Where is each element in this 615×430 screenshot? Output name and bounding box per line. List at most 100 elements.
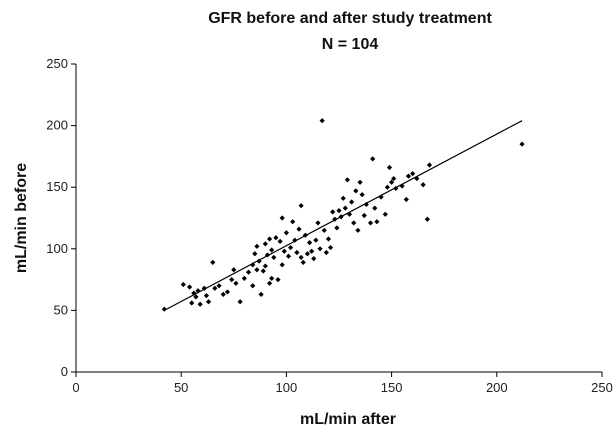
data-point — [161, 306, 167, 312]
data-point — [277, 238, 283, 245]
x-tick-label: 50 — [174, 380, 188, 395]
data-point — [367, 220, 374, 226]
data-point — [405, 173, 412, 179]
data-point — [231, 267, 237, 273]
data-point — [389, 179, 395, 185]
data-point — [319, 118, 325, 124]
data-point — [241, 275, 247, 281]
trend-line — [164, 120, 523, 311]
data-point — [180, 281, 186, 288]
data-point — [361, 212, 367, 219]
data-point — [237, 299, 243, 305]
data-point — [298, 203, 304, 209]
data-point — [258, 291, 264, 297]
data-point — [245, 269, 252, 275]
data-point — [220, 291, 226, 297]
data-point — [290, 219, 296, 225]
data-point — [260, 268, 266, 274]
data-point — [317, 246, 323, 252]
data-point — [309, 248, 315, 254]
x-tick-label: 100 — [276, 380, 298, 395]
data-point — [191, 290, 197, 296]
data-point — [197, 301, 203, 307]
x-tick-label: 0 — [72, 380, 79, 395]
data-point — [269, 247, 275, 253]
data-point — [285, 253, 292, 259]
data-point — [233, 280, 239, 286]
y-axis-label: mL/min before — [13, 163, 30, 273]
y-tick-label: 150 — [46, 179, 68, 194]
data-point — [281, 248, 287, 254]
y-tick-label: 0 — [61, 364, 68, 379]
data-point — [351, 220, 357, 226]
y-tick-label: 200 — [46, 118, 68, 133]
chart-subtitle: N = 104 — [322, 36, 379, 53]
data-point — [342, 205, 348, 211]
data-point — [321, 227, 327, 233]
data-point — [349, 199, 355, 205]
data-point — [254, 243, 260, 249]
data-point — [275, 277, 281, 283]
data-point — [210, 259, 216, 265]
data-point — [252, 251, 258, 257]
data-point — [327, 244, 334, 251]
data-point — [294, 249, 300, 256]
data-point — [382, 211, 388, 217]
y-axis-ticks: 0 50 100 150 200 250 — [46, 56, 76, 379]
data-point — [420, 182, 426, 188]
chart-title: GFR before and after study treatment — [208, 10, 492, 27]
data-point — [212, 285, 218, 291]
data-point — [187, 284, 193, 290]
data-point — [300, 259, 306, 265]
data-point — [193, 294, 199, 300]
data-point — [279, 262, 285, 268]
data-point — [283, 230, 289, 236]
data-point — [224, 289, 231, 295]
data-point — [410, 171, 416, 177]
data-point — [386, 164, 393, 171]
data-point — [288, 244, 294, 251]
data-point — [250, 262, 256, 268]
data-point — [336, 208, 342, 214]
data-point — [414, 175, 420, 182]
data-point — [298, 254, 304, 261]
data-point — [189, 300, 195, 306]
data-point — [266, 280, 273, 286]
data-point — [325, 236, 332, 242]
x-tick-label: 250 — [591, 380, 613, 395]
data-point — [340, 195, 346, 201]
data-point — [250, 283, 256, 289]
x-axis-label: mL/min after — [300, 411, 396, 428]
data-point — [205, 299, 212, 305]
x-tick-label: 200 — [486, 380, 508, 395]
data-point — [216, 283, 222, 289]
data-point — [229, 277, 235, 283]
data-point — [426, 162, 433, 168]
data-point — [262, 241, 268, 247]
data-point — [363, 201, 369, 208]
data-point — [203, 293, 210, 299]
data-point — [269, 275, 275, 281]
data-point — [370, 156, 376, 162]
data-point — [273, 235, 279, 241]
data-point — [403, 196, 409, 203]
data-point — [330, 209, 336, 215]
data-point — [271, 254, 277, 261]
data-point — [315, 220, 321, 226]
data-point — [264, 252, 271, 258]
data-point — [266, 236, 273, 242]
data-point — [296, 226, 302, 232]
data-point — [292, 237, 298, 243]
data-point — [372, 205, 378, 211]
data-point — [306, 240, 313, 246]
data-point — [357, 179, 363, 185]
data-point — [384, 184, 390, 190]
data-point — [323, 249, 329, 256]
data-point — [304, 251, 311, 257]
y-tick-label: 50 — [54, 302, 68, 317]
data-point — [424, 216, 430, 222]
y-tick-label: 100 — [46, 241, 68, 256]
x-axis-ticks: 0 50 100 150 200 250 — [72, 372, 613, 395]
data-point — [254, 267, 260, 273]
